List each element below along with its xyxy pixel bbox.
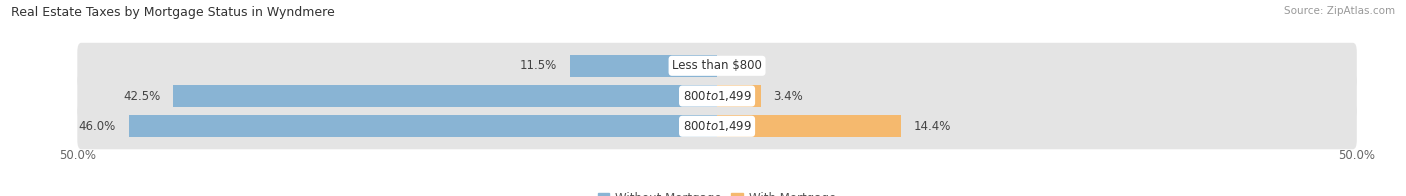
Bar: [128, 115, 717, 137]
FancyBboxPatch shape: [77, 103, 1357, 149]
Text: $800 to $1,499: $800 to $1,499: [682, 119, 752, 133]
Text: Source: ZipAtlas.com: Source: ZipAtlas.com: [1284, 6, 1395, 16]
Bar: [717, 115, 901, 137]
Text: 42.5%: 42.5%: [124, 90, 160, 103]
FancyBboxPatch shape: [77, 43, 1357, 89]
Bar: [569, 55, 717, 77]
Text: 14.4%: 14.4%: [914, 120, 952, 133]
Text: 11.5%: 11.5%: [520, 59, 557, 72]
Text: 46.0%: 46.0%: [79, 120, 115, 133]
FancyBboxPatch shape: [77, 73, 1357, 119]
Text: Real Estate Taxes by Mortgage Status in Wyndmere: Real Estate Taxes by Mortgage Status in …: [11, 6, 335, 19]
Bar: [717, 85, 761, 107]
Bar: [173, 85, 717, 107]
Text: Less than $800: Less than $800: [672, 59, 762, 72]
Legend: Without Mortgage, With Mortgage: Without Mortgage, With Mortgage: [593, 187, 841, 196]
Text: 3.4%: 3.4%: [773, 90, 803, 103]
Text: $800 to $1,499: $800 to $1,499: [682, 89, 752, 103]
Text: 0.0%: 0.0%: [730, 59, 759, 72]
